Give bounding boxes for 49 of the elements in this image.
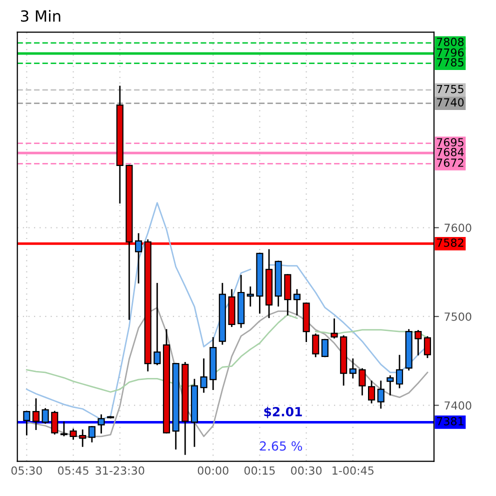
candlestick [70,428,77,440]
ref-line-label: 7755 [436,84,464,94]
candlestick [330,318,338,339]
ref-line-label: 7672 [436,158,464,167]
x-tick-label: 1-00:45 [332,466,374,475]
candlestick [23,410,30,436]
ref-line-label: 7808 [436,38,464,46]
candlestick [349,358,356,378]
x-tick-label: 05:30 [11,466,42,475]
candlestick [79,429,86,447]
candlestick [98,414,105,434]
candlestick [293,289,301,316]
ref-line-label: 7796 [436,48,464,57]
line-series [26,306,428,438]
candlestick [312,334,320,358]
candlestick [368,380,376,404]
candlestick [386,375,394,396]
candlestick [42,408,49,424]
candlestick [396,354,404,388]
annotation: $2.01 [264,406,302,418]
x-tick-label: 05:45 [58,466,88,475]
candlestick [321,338,328,358]
candlestick [32,398,40,430]
candlestick [51,410,58,434]
y-tick-label: 7600 [444,224,472,232]
ref-line-label: 7582 [436,238,464,247]
x-tick-label: 31-23:30 [96,466,144,475]
ref-line-label: 7684 [436,148,464,156]
candlestick [134,233,142,284]
x-tick-label: 00:30 [291,466,322,475]
candlestick [88,426,96,442]
x-tick-label: 00:15 [244,466,275,475]
candlestick [377,380,384,409]
ref-line-label: 7785 [436,58,464,67]
candlestick [414,330,422,356]
y-tick-label: 7500 [444,312,472,321]
candlestick [246,286,254,307]
ref-line-label: 7381 [436,417,464,426]
x-tick-label: 00:00 [198,466,228,475]
candlestick [154,282,161,366]
candlestick [424,336,432,358]
ref-line-label: 7695 [436,138,464,146]
chart-title: 3 Min [21,10,60,22]
candlestick [200,358,208,393]
candlestick [358,368,366,396]
candlestick [60,422,68,436]
y-tick-label: 7400 [444,401,472,410]
annotation: 2.65 % [260,441,302,451]
ref-line-label: 7740 [436,98,464,107]
